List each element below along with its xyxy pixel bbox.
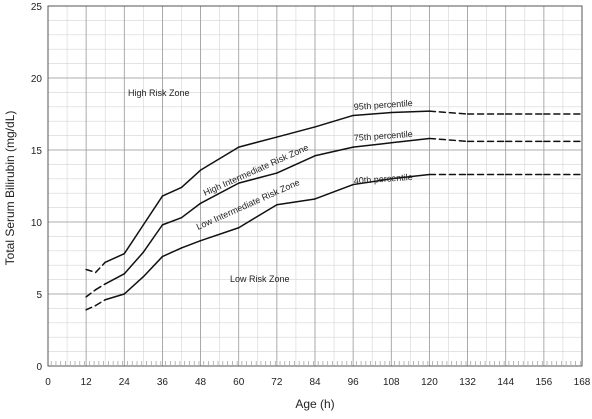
x-tick-label: 12 [81, 377, 93, 388]
series-0-segment [237, 136, 278, 148]
tick-labels: 0 12 24 36 48 60 72 84 96 108 120 132 144 156 168 0 5 10 1… [31, 2, 591, 388]
series-1-segment [104, 273, 126, 285]
series-1-segment [428, 137, 469, 143]
series-2-segment [161, 247, 183, 258]
y-tick-label: 0 [36, 362, 42, 373]
grid [47, 5, 583, 367]
series-0-segment [352, 111, 393, 117]
series-0-segment [180, 169, 202, 189]
series-0-segment [104, 252, 126, 264]
y-tick-label: 25 [31, 2, 43, 13]
series-1-segment [390, 137, 431, 144]
y-axis-title: Total Serum Bilirubin (mg/dL) [3, 111, 17, 266]
x-tick-label: 132 [459, 377, 476, 388]
zone-label-low-risk: Low Risk Zone [230, 274, 290, 284]
series-2-segment [276, 198, 316, 206]
x-tick-label: 108 [383, 377, 400, 388]
series-0-segment [314, 114, 354, 128]
series-2-segment [142, 255, 164, 278]
series-2-segment [123, 275, 145, 295]
series-label-95th: 95th percentile [353, 98, 413, 112]
x-tick-label: 144 [497, 377, 514, 388]
series-1-segment [85, 288, 97, 298]
x-tick-label: 48 [195, 377, 207, 388]
y-tick-label: 5 [36, 290, 42, 301]
x-axis-hatch [50, 361, 581, 365]
series-0-segment [94, 261, 106, 274]
series-1-segment [237, 172, 278, 184]
series-1-segment [314, 146, 354, 157]
series-0-segment [123, 224, 145, 255]
series-2-segment [104, 293, 126, 301]
series-1-segment [142, 224, 164, 253]
series-1-segment [199, 182, 240, 205]
series-label-75th: 75th percentile [353, 129, 413, 143]
x-tick-label: 36 [157, 377, 169, 388]
x-tick-label: 156 [536, 377, 553, 388]
x-tick-label: 168 [574, 377, 591, 388]
series-1-segment [123, 251, 145, 275]
x-tick-label: 24 [119, 377, 131, 388]
series-2-segment [352, 178, 393, 186]
y-tick-label: 20 [31, 74, 43, 85]
x-tick-label: 120 [421, 377, 438, 388]
series-0-segment [428, 110, 469, 115]
series-2-segment [390, 173, 431, 180]
series-1-segment [352, 142, 393, 148]
series-2-segment [199, 227, 240, 242]
series-2-segment [314, 183, 354, 200]
series-1-segment [94, 283, 106, 291]
series-0-segment [276, 126, 316, 138]
series-2-segment [85, 304, 97, 311]
zone-label-high-risk: High Risk Zone [128, 88, 190, 98]
series-2-segment [94, 299, 106, 307]
series-1-segment [180, 202, 202, 219]
series-0-segment [199, 146, 240, 171]
series-2-segment [180, 239, 202, 249]
x-tick-label: 0 [45, 377, 51, 388]
series-1-segment [161, 216, 183, 226]
x-tick-label: 84 [309, 377, 321, 388]
y-tick-label: 10 [31, 218, 43, 229]
series-0-segment [142, 195, 164, 226]
percentile-curves [85, 110, 583, 311]
plot-frame [47, 5, 583, 367]
x-tick-label: 60 [233, 377, 245, 388]
y-tick-label: 15 [31, 146, 43, 157]
series-label-40th: 40th percentile [353, 172, 413, 186]
x-tick-label: 96 [348, 377, 360, 388]
series-2-segment [237, 203, 278, 229]
series-0-segment [85, 268, 97, 274]
x-tick-label: 72 [271, 377, 283, 388]
series-0-segment [390, 110, 431, 114]
x-axis-title: Age (h) [295, 397, 334, 411]
series-1-segment [276, 155, 316, 174]
series-0-segment [161, 186, 183, 197]
